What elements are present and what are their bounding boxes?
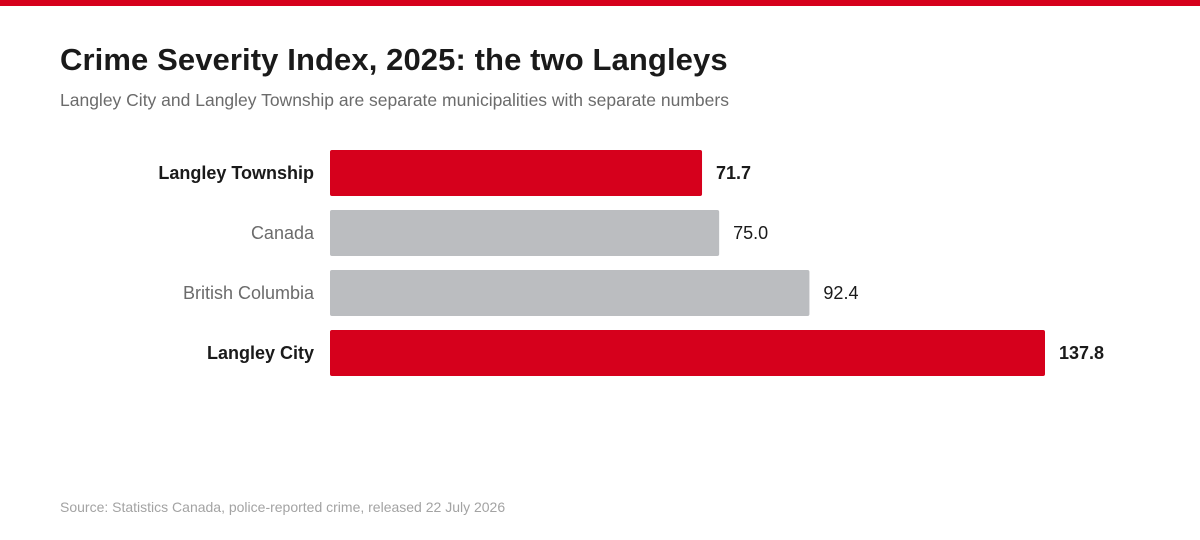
bar-chart: Langley Township 71.7 Canada 75.0 British Co…	[158, 150, 1104, 376]
category-label-british-columbia: British Columbia	[183, 283, 315, 303]
value-label-langley-township: 71.7	[716, 163, 751, 183]
bar-langley-township	[330, 150, 703, 196]
source-note: Source: Statistics Canada, police-report…	[60, 499, 506, 515]
value-label-canada: 75.0	[733, 223, 768, 243]
chart-title: Crime Severity Index, 2025: the two Lang…	[60, 42, 728, 77]
value-label-british-columbia: 92.4	[823, 283, 858, 303]
category-label-canada: Canada	[251, 223, 315, 243]
bar-british-columbia	[330, 270, 810, 316]
value-label-langley-city: 137.8	[1059, 343, 1104, 363]
category-label-langley-city: Langley City	[207, 343, 314, 363]
top-accent-rule	[0, 0, 1200, 6]
category-label-langley-township: Langley Township	[158, 163, 314, 183]
bar-langley-city	[330, 330, 1045, 376]
bar-canada	[330, 210, 720, 256]
chart-subtitle: Langley City and Langley Township are se…	[60, 90, 729, 110]
